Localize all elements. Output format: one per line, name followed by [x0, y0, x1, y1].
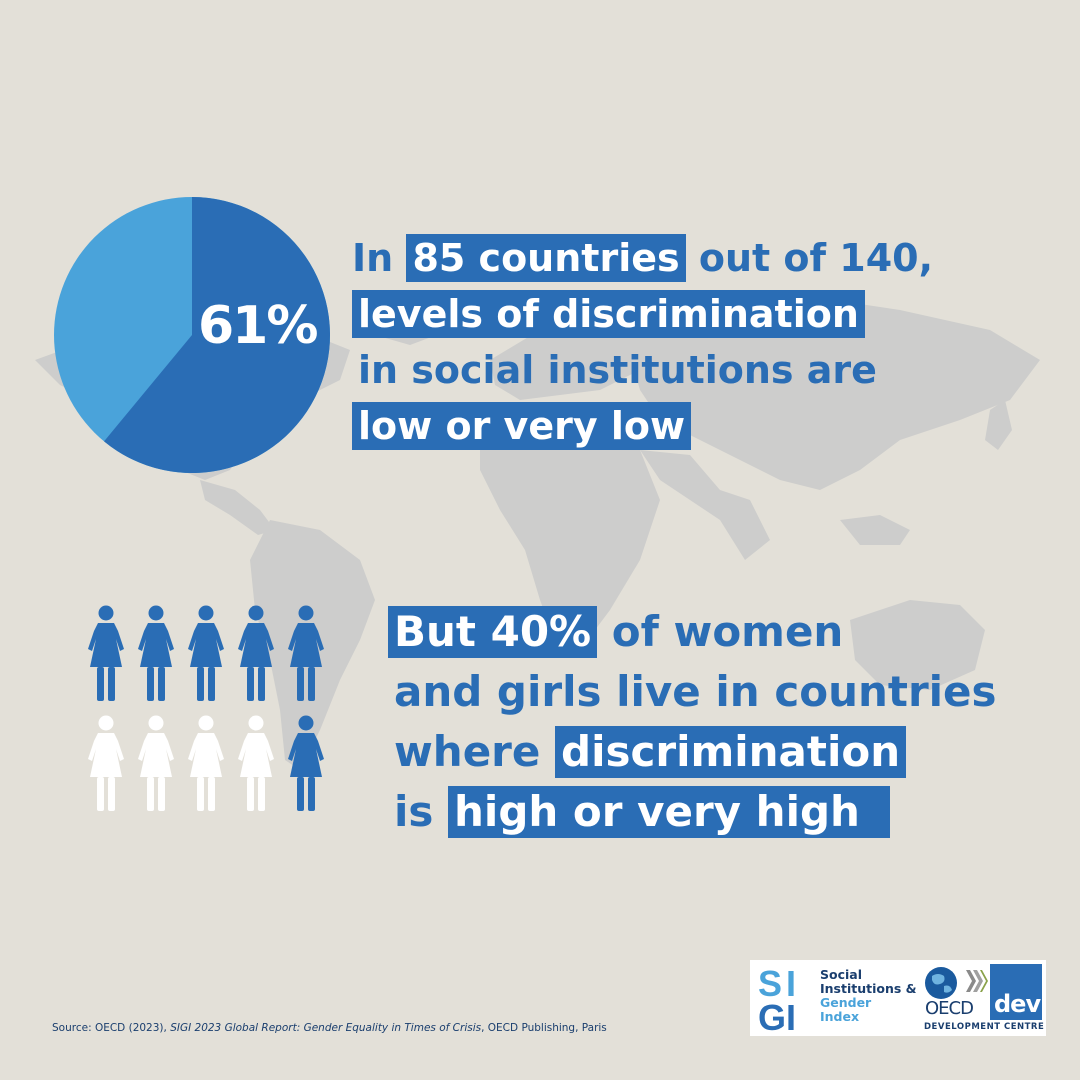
oecd-chevrons-icon — [966, 970, 988, 992]
highlight-discrimination: discrimination — [555, 726, 907, 778]
statement2-line1-suffix: of women — [611, 607, 844, 656]
statement1-line1-prefix: In — [352, 236, 394, 280]
globe-icon — [925, 967, 957, 999]
svg-text:G: G — [758, 997, 786, 1032]
statement1-line2: levels of discrimination — [352, 290, 865, 338]
woman-figure-icon — [138, 605, 174, 701]
source-suffix: , OECD Publishing, Paris — [481, 1022, 607, 1034]
highlight-high-or-very-high: high or very high — [448, 786, 890, 838]
sigi-line3: Gender — [820, 995, 872, 1010]
sigi-line4: Index — [820, 1009, 860, 1024]
woman-figure-icon — [88, 715, 124, 811]
oecd-wordmark: OECD — [925, 998, 974, 1019]
statement1-line1-suffix: out of 140, — [698, 236, 934, 280]
woman-figure-icon — [188, 715, 224, 811]
statement2-line4: is high or very high — [394, 786, 890, 838]
svg-text:S: S — [758, 964, 782, 1004]
woman-figure-icon — [288, 605, 324, 701]
statement2-line3: where discrimination — [394, 726, 907, 778]
svg-text:I: I — [786, 997, 796, 1032]
woman-figure-icon — [188, 605, 224, 701]
woman-figure-icon — [288, 715, 324, 811]
development-centre-label: DEVELOPMENT CENTRE — [924, 1022, 1045, 1032]
dev-wordmark: dev — [994, 990, 1041, 1018]
statement1-line4: low or very low — [352, 402, 692, 450]
statement2-line1: But 40% of women — [388, 606, 843, 658]
woman-figure-icon — [238, 715, 274, 811]
sigi-line2: Institutions & — [820, 981, 917, 996]
woman-figure-icon — [138, 715, 174, 811]
highlight-but-40-percent: But 40% — [388, 606, 598, 658]
percentage-pie — [54, 197, 331, 473]
highlight-levels-of-discrimination: levels of discrimination — [352, 290, 865, 338]
dev-logo-box — [990, 964, 1042, 1020]
woman-figure-icon — [88, 605, 124, 701]
sigi-logo-mark: S I G I — [758, 964, 796, 1032]
statement1-line1: In 85 countries out of 140, — [352, 234, 933, 282]
source-prefix: Source: OECD (2023), — [52, 1022, 171, 1034]
pie-percentage-label: 61% — [198, 296, 318, 356]
pie-value-slice — [104, 197, 331, 473]
source-citation: Source: OECD (2023), SIGI 2023 Global Re… — [52, 1022, 607, 1034]
statement2-line3-prefix: where — [394, 727, 541, 776]
highlight-85-countries: 85 countries — [406, 234, 686, 282]
sigi-line1: Social — [820, 967, 863, 982]
statement2-line4-prefix: is — [394, 787, 434, 836]
source-report-title: SIGI 2023 Global Report: Gender Equality… — [170, 1022, 482, 1034]
statement2-line2: and girls live in countries — [394, 667, 997, 716]
sigi-logo-text: Social Institutions & Gender Index — [820, 968, 920, 1024]
highlight-low-or-very-low: low or very low — [352, 402, 692, 450]
woman-figure-icon — [238, 605, 274, 701]
partner-logos: S I G I Social Institutions & Gender Ind… — [750, 960, 1046, 1036]
women-icon-grid — [84, 605, 334, 815]
statement1-line3: in social institutions are — [358, 348, 877, 392]
svg-text:I: I — [786, 964, 796, 1004]
